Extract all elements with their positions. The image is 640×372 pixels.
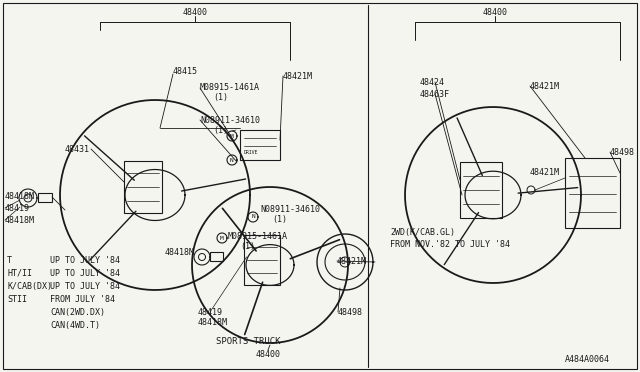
Text: N08911-34610: N08911-34610 — [260, 205, 320, 214]
Text: 48400: 48400 — [182, 8, 207, 17]
Text: (1): (1) — [213, 93, 228, 102]
Text: 48400: 48400 — [255, 350, 280, 359]
Text: 48415: 48415 — [173, 67, 198, 76]
Text: 48463F: 48463F — [420, 90, 450, 99]
Text: (1): (1) — [272, 215, 287, 224]
Text: T: T — [7, 256, 12, 265]
Text: 48418M: 48418M — [165, 248, 195, 257]
Text: K/CAB(DX): K/CAB(DX) — [7, 282, 52, 291]
Text: 48419: 48419 — [198, 308, 223, 317]
Text: 48498: 48498 — [338, 308, 363, 317]
Text: 48498: 48498 — [610, 148, 635, 157]
Text: STII: STII — [7, 295, 27, 304]
Text: 48421M: 48421M — [337, 257, 367, 266]
Text: 48418M: 48418M — [5, 216, 35, 225]
Text: 2WD(K/CAB.GL): 2WD(K/CAB.GL) — [390, 228, 455, 237]
Text: UP TO JULY '84: UP TO JULY '84 — [50, 269, 120, 278]
Text: 48421M: 48421M — [283, 72, 313, 81]
Text: N08911-34610: N08911-34610 — [200, 116, 260, 125]
Bar — [124, 161, 162, 213]
Text: CAN(4WD.T): CAN(4WD.T) — [50, 321, 100, 330]
Text: (1): (1) — [213, 126, 228, 135]
Text: (1): (1) — [240, 242, 255, 251]
Text: M: M — [220, 235, 224, 241]
Text: M: M — [230, 134, 234, 138]
Text: HT/II: HT/II — [7, 269, 32, 278]
Text: M08915-1461A: M08915-1461A — [200, 83, 260, 92]
Text: 48400: 48400 — [483, 8, 508, 17]
Bar — [460, 162, 502, 218]
Text: N: N — [251, 215, 255, 219]
Text: 48418M: 48418M — [198, 318, 228, 327]
Text: FROM NOV.'82 TO JULY '84: FROM NOV.'82 TO JULY '84 — [390, 240, 510, 249]
Bar — [210, 252, 223, 261]
Text: SPORTS TRUCK: SPORTS TRUCK — [216, 337, 280, 346]
Text: 48421M: 48421M — [530, 82, 560, 91]
Bar — [38, 193, 52, 202]
Text: N: N — [230, 157, 234, 163]
Text: A484A0064: A484A0064 — [565, 355, 610, 364]
Bar — [244, 235, 280, 285]
Text: M08915-1461A: M08915-1461A — [228, 232, 288, 241]
Text: 48421M: 48421M — [530, 168, 560, 177]
Text: DRIVE: DRIVE — [244, 150, 259, 155]
Bar — [240, 130, 280, 160]
Text: 48424: 48424 — [420, 78, 445, 87]
Text: 48419: 48419 — [5, 204, 30, 213]
Text: 48418M: 48418M — [5, 192, 35, 201]
Text: CAN(2WD.DX): CAN(2WD.DX) — [50, 308, 105, 317]
Text: 48431: 48431 — [65, 145, 90, 154]
Bar — [565, 158, 620, 228]
Text: FROM JULY '84: FROM JULY '84 — [50, 295, 115, 304]
Text: UP TO JULY '84: UP TO JULY '84 — [50, 282, 120, 291]
Text: UP TO JULY '84: UP TO JULY '84 — [50, 256, 120, 265]
